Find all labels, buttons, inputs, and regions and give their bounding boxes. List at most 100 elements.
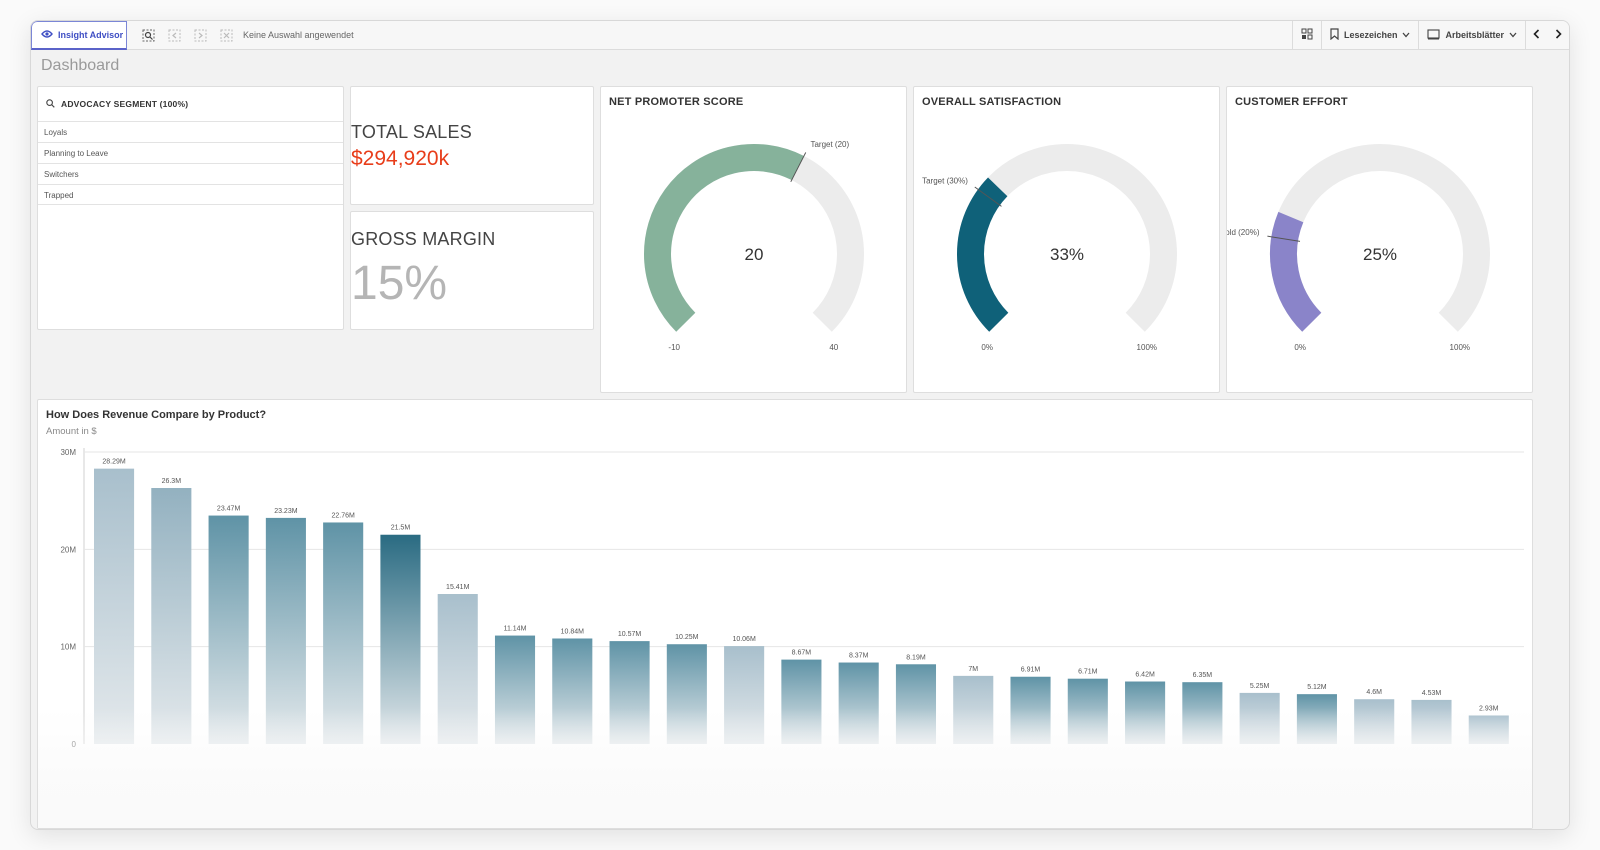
chevron-down-icon	[1509, 30, 1517, 40]
y-tick-label: 30M	[60, 448, 76, 457]
bookmarks-label: Lesezeichen	[1343, 30, 1398, 40]
bar	[953, 675, 994, 744]
bookmarks-button[interactable]: Lesezeichen	[1320, 21, 1419, 50]
chevron-down-icon	[1402, 30, 1410, 40]
bar-value-label: 4.53M	[1422, 690, 1442, 697]
bar-value-label: 2.93M	[1479, 705, 1499, 712]
bar-value-label: 6.42M	[1135, 672, 1155, 679]
gauge-min-label: 0%	[981, 343, 993, 352]
selection-status: Keine Auswahl angewendet	[243, 30, 354, 40]
insight-advisor-label: Insight Advisor	[58, 29, 124, 40]
step-back-icon[interactable]	[167, 28, 181, 42]
net-promoter-score-gauge[interactable]: NET PROMOTER SCORE Target (20) 20 -10 40	[600, 86, 907, 393]
insight-eye-icon	[41, 29, 53, 41]
gauge-fill	[1270, 211, 1322, 332]
bar-value-label: 5.25M	[1250, 683, 1270, 690]
bar	[1411, 699, 1452, 744]
bar	[1354, 699, 1395, 744]
bar-value-label: 26.3M	[162, 478, 182, 485]
bar-value-label: 15.41M	[446, 584, 470, 591]
gauge-chart: Target (20) 20 -10 40	[644, 140, 864, 352]
page-title: Dashboard	[41, 57, 120, 74]
bar	[1010, 676, 1051, 744]
toolbar: Insight Advisor Keine Auswahl angewendet	[31, 21, 1569, 50]
revenue-by-product-chart[interactable]: How Does Revenue Compare by Product? Amo…	[37, 399, 1533, 829]
bar	[323, 522, 364, 744]
step-forward-icon[interactable]	[193, 28, 207, 42]
bar	[1125, 681, 1166, 744]
clear-selections-icon[interactable]	[219, 28, 233, 42]
bar	[494, 635, 536, 744]
sheets-button[interactable]: Arbeitsblätter	[1418, 21, 1525, 50]
gross-margin-value: 15%	[351, 257, 448, 310]
sheets-label: Arbeitsblätter	[1445, 30, 1504, 40]
bar	[781, 659, 822, 744]
search-icon	[46, 98, 55, 110]
y-tick-label: 20M	[60, 545, 76, 554]
bar-value-label: 23.23M	[274, 508, 298, 515]
gauge-track	[957, 144, 1177, 332]
bar-value-label: 10.25M	[675, 634, 699, 641]
bar	[1067, 678, 1108, 744]
gauge-max-label: 100%	[1137, 343, 1157, 352]
gauge-marker-label: Target (20)	[810, 140, 849, 149]
list-item[interactable]: Loyals	[38, 121, 343, 142]
total-sales-kpi[interactable]: TOTAL SALES $294,920k	[350, 86, 594, 205]
advocacy-segment-filter[interactable]: ADVOCACY SEGMENT (100%) Loyals Planning …	[37, 86, 344, 330]
grid-icon	[1301, 28, 1313, 42]
overall-satisfaction-gauge[interactable]: OVERALL SATISFACTION Target (30%) 33% 0% 10…	[913, 86, 1220, 393]
bar-value-label: 23.47M	[217, 506, 241, 513]
y-tick-label: 10M	[60, 643, 76, 652]
bar	[380, 534, 421, 744]
gauge-value: 33%	[1050, 245, 1084, 264]
gauge-marker	[790, 152, 807, 183]
gauge-fill	[957, 177, 1009, 332]
bar	[1468, 715, 1509, 744]
total-sales-label: TOTAL SALES	[351, 122, 472, 142]
bar-value-label: 6.35M	[1193, 672, 1213, 679]
bookmark-icon	[1330, 28, 1339, 42]
bar-value-label: 21.5M	[391, 525, 411, 532]
bar-value-label: 6.91M	[1021, 667, 1041, 674]
gauge-min-label: -10	[668, 343, 680, 352]
bar-value-label: 8.37M	[849, 653, 869, 660]
chart-subtitle: Amount in $	[46, 426, 97, 437]
gauge-track	[1270, 144, 1490, 332]
gross-margin-kpi[interactable]: GROSS MARGIN 15%	[350, 211, 594, 330]
gauge-marker	[974, 186, 1002, 207]
list-item[interactable]: Switchers	[38, 163, 343, 184]
grid-menu-button[interactable]	[1291, 21, 1321, 50]
bar-value-label: 28.29M	[102, 459, 126, 466]
gauge-max-label: 100%	[1450, 343, 1470, 352]
bar-value-label: 10.57M	[618, 631, 642, 638]
previous-sheet-button[interactable]	[1525, 21, 1547, 50]
bar-value-label: 10.06M	[732, 636, 756, 643]
gauge-chart: Target (30%) 33% 0% 100%	[922, 144, 1177, 352]
list-item[interactable]: Trapped	[38, 184, 343, 205]
bar-value-label: 6.71M	[1078, 669, 1098, 676]
insight-advisor-button[interactable]: Insight Advisor	[31, 21, 127, 50]
bar-value-label: 4.6M	[1366, 689, 1382, 696]
total-sales-value: $294,920k	[351, 147, 450, 170]
bar-value-label: 10.84M	[561, 628, 585, 635]
list-item[interactable]: Planning to Leave	[38, 142, 343, 163]
next-sheet-button[interactable]	[1547, 21, 1569, 50]
bar-value-label: 8.19M	[906, 654, 926, 661]
gauge-chart: Threshold (20%) 25% 0% 100%	[1227, 144, 1490, 352]
bar	[666, 644, 707, 744]
bar-value-label: 22.76M	[331, 512, 355, 519]
customer-effort-gauge[interactable]: CUSTOMER EFFORT Threshold (20%) 25% 0% 100%	[1226, 86, 1533, 393]
gauge-min-label: 0%	[1294, 343, 1306, 352]
bar	[265, 517, 306, 744]
gauge-title: NET PROMOTER SCORE	[609, 96, 744, 108]
gauge-max-label: 40	[829, 343, 838, 352]
gauge-fill	[644, 144, 804, 332]
gauge-value: 20	[745, 245, 764, 264]
gauge-marker-label: Threshold (20%)	[1227, 228, 1260, 237]
filter-header[interactable]: ADVOCACY SEGMENT (100%)	[38, 87, 343, 121]
smart-search-icon[interactable]	[141, 28, 155, 42]
bar-value-label: 5.12M	[1307, 684, 1327, 691]
bar	[1296, 694, 1337, 744]
filter-title: ADVOCACY SEGMENT (100%)	[61, 99, 189, 109]
gauge-marker-label: Target (30%)	[922, 176, 968, 185]
